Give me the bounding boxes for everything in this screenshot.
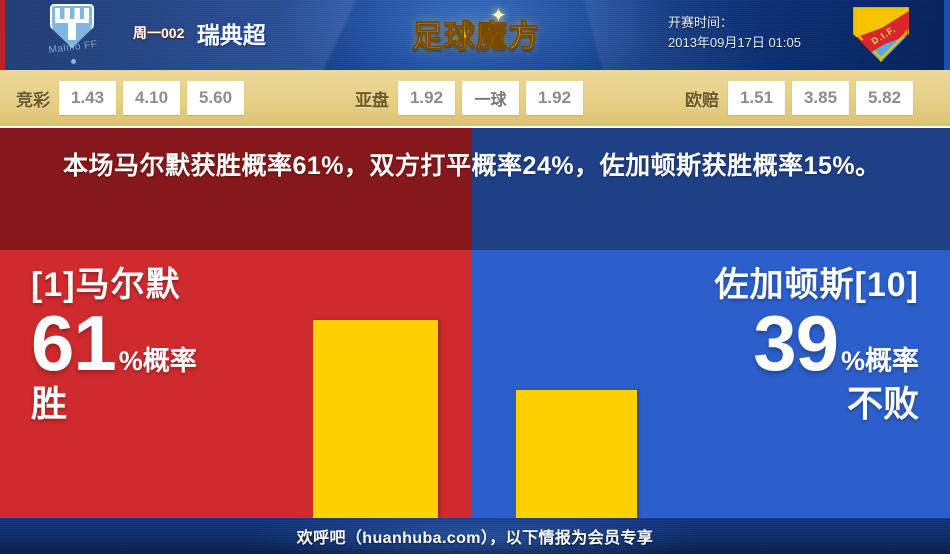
home-probability-value: 61 xyxy=(31,298,117,387)
away-probability-bar xyxy=(516,390,637,518)
match-identifier: 周一002 瑞典超 xyxy=(133,16,266,50)
away-team-block: 佐加顿斯[10] 39 %概率 不败 xyxy=(589,266,919,424)
malmo-shield-icon xyxy=(50,4,94,48)
home-team-logo[interactable]: Malmö FF xyxy=(36,2,110,68)
away-team-logo[interactable]: D.I.F. xyxy=(852,6,910,64)
handicap-value-away[interactable]: 1.92 xyxy=(526,81,583,115)
header-bar: Malmö FF D.I.F. 周一002 瑞典超 足球魔方 ✦ 开赛时间： 2… xyxy=(0,0,950,70)
home-team-block: [1]马尔默 61 %概率 胜 xyxy=(31,266,331,424)
odds-group-jingcai: 竞彩 1.43 4.10 5.60 xyxy=(16,81,251,115)
footer-promo-text[interactable]: 欢呼吧（huanhuba.com），以下情报为会员专享 xyxy=(296,530,654,547)
djurgarden-shield-icon: D.I.F. xyxy=(853,7,909,62)
odds-value-away[interactable]: 5.60 xyxy=(187,81,244,115)
home-team-name: [1]马尔默 xyxy=(31,266,181,304)
probability-chart: [1]马尔默 61 %概率 胜 佐加顿斯[10] 39 %概率 不败 xyxy=(0,250,950,518)
sparkle-icon: ✦ xyxy=(490,5,508,27)
divider xyxy=(0,126,950,128)
league-name: 瑞典超 xyxy=(196,22,266,48)
odds-group-label: 竞彩 xyxy=(16,90,50,110)
odds-group-yapan: 亚盘 1.92 一球 1.92 xyxy=(355,81,590,115)
kickoff-time-block: 开赛时间： 2013年09月17日 01:05 xyxy=(668,13,801,52)
home-team-logo-dot-icon xyxy=(71,59,76,64)
euro-odds-home[interactable]: 1.51 xyxy=(728,81,785,115)
away-probability-value: 39 xyxy=(753,298,839,387)
brand-logo-text[interactable]: 足球魔方 ✦ xyxy=(412,5,540,56)
home-probability-bar xyxy=(313,320,438,518)
odds-value-draw[interactable]: 4.10 xyxy=(123,81,180,115)
away-outcome-label: 不败 xyxy=(846,382,919,424)
header-right-accent-stripe xyxy=(944,0,950,70)
home-probability-suffix: %概率 xyxy=(118,345,197,376)
handicap-line[interactable]: 一球 xyxy=(462,81,519,115)
match-round-number: 周一002 xyxy=(133,25,185,41)
brand-title: 足球魔方 xyxy=(412,19,540,55)
odds-group-label: 亚盘 xyxy=(355,90,389,110)
kickoff-value: 2013年09月17日 01:05 xyxy=(668,34,801,50)
odds-group-label: 欧赔 xyxy=(685,90,719,110)
euro-odds-away[interactable]: 5.82 xyxy=(856,81,913,115)
summary-text: 本场马尔默获胜概率61%，双方打平概率24%，佐加顿斯获胜概率15%。 xyxy=(63,152,881,180)
home-outcome-label: 胜 xyxy=(31,382,68,424)
header-left-accent-stripe xyxy=(0,0,5,70)
odds-bar: 竞彩 1.43 4.10 5.60 亚盘 1.92 一球 1.92 欧赔 1.5… xyxy=(0,70,950,126)
footer-bar: 欢呼吧（huanhuba.com），以下情报为会员专享 xyxy=(0,518,950,554)
away-probability-suffix: %概率 xyxy=(840,345,919,376)
summary-banner: 本场马尔默获胜概率61%，双方打平概率24%，佐加顿斯获胜概率15%。 xyxy=(0,128,950,250)
kickoff-label: 开赛时间： xyxy=(668,15,734,30)
away-team-logo-caption: D.I.F. xyxy=(853,10,909,61)
odds-value-home[interactable]: 1.43 xyxy=(59,81,116,115)
euro-odds-draw[interactable]: 3.85 xyxy=(792,81,849,115)
summary-right-panel xyxy=(472,128,950,250)
away-team-name: 佐加顿斯[10] xyxy=(714,266,919,304)
odds-group-oupei: 欧赔 1.51 3.85 5.82 xyxy=(685,81,920,115)
handicap-value-home[interactable]: 1.92 xyxy=(398,81,455,115)
summary-left-panel xyxy=(0,128,472,250)
